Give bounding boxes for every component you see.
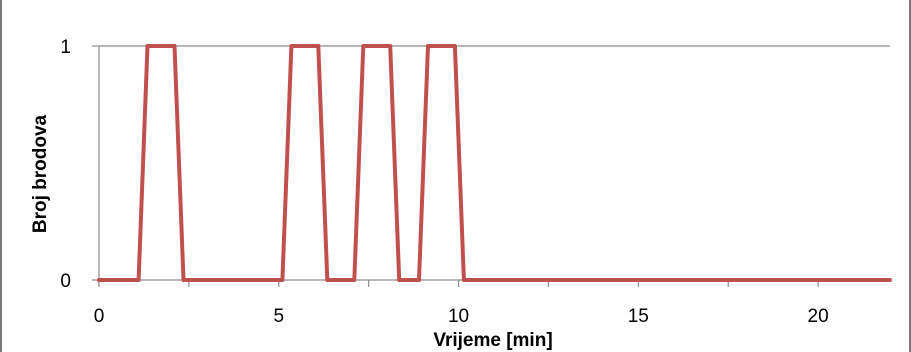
series-line: [97, 44, 892, 282]
x-tick-label: 0: [94, 306, 105, 327]
x-tick-label: 10: [448, 306, 469, 327]
x-axis-title: Vrijeme [min]: [433, 330, 552, 351]
x-tick-label: 20: [808, 306, 829, 327]
y-axis-title: Broj brodova: [30, 114, 51, 233]
axis-layer: [92, 45, 890, 287]
label-layer: 010 5 10 15 20: [60, 37, 828, 327]
y-tick-label: 1: [60, 37, 71, 58]
series-layer: [97, 44, 892, 282]
x-tick-label: 5: [273, 306, 284, 327]
y-tick-label: 0: [60, 271, 71, 292]
x-tick-label: 15: [628, 306, 649, 327]
